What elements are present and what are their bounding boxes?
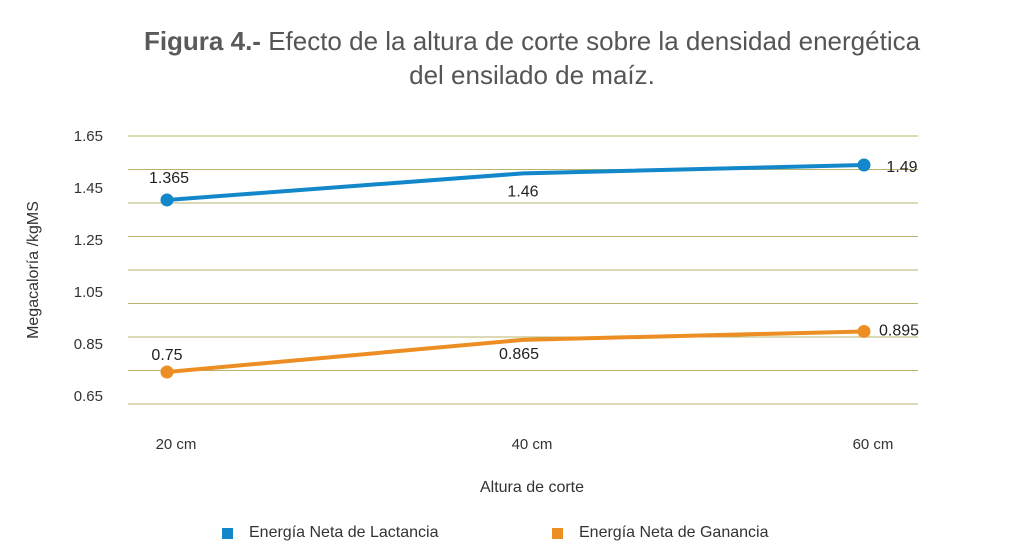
figure-number: Figura 4.- — [143, 26, 261, 56]
data-label: 0.895 — [879, 322, 919, 339]
x-axis-label: Altura de corte — [480, 479, 584, 496]
x-tick-label: 20 cm — [156, 436, 197, 453]
data-point — [160, 193, 174, 207]
title-line-1: Figura 4.- Efecto de la altura de corte … — [0, 24, 1024, 58]
y-axis-label: Megacaloría /kgMS — [25, 201, 42, 339]
x-axis-ticks: 20 cm 40 cm 60 cm — [156, 436, 894, 453]
data-label: 1.49 — [886, 159, 917, 176]
y-tick-label: 1.45 — [74, 180, 103, 197]
legend-swatch-lactancia — [222, 527, 233, 539]
series-line — [165, 329, 866, 374]
data-label: 1.46 — [507, 183, 538, 200]
chart-title: Figura 4.- Efecto de la altura de corte … — [0, 24, 1024, 92]
legend-label-ganancia: Energía Neta de Ganancia — [579, 524, 769, 541]
title-text-1: Efecto de la altura de corte sobre la de… — [268, 26, 921, 56]
x-tick-label: 60 cm — [853, 436, 894, 453]
data-point — [857, 324, 871, 338]
data-label: 0.75 — [151, 347, 182, 364]
y-tick-label: 0.85 — [74, 336, 103, 353]
legend-item-ganancia: Energía Neta de Ganancia — [552, 524, 768, 542]
legend-label-lactancia: Energía Neta de Lactancia — [249, 524, 439, 541]
y-tick-label: 1.65 — [74, 128, 103, 145]
y-axis-ticks: 1.65 1.45 1.25 1.05 0.85 0.65 — [74, 128, 103, 405]
data-point — [857, 158, 871, 172]
legend-swatch-ganancia — [552, 527, 563, 539]
y-tick-label: 1.25 — [74, 232, 103, 249]
y-tick-label: 1.05 — [74, 284, 103, 301]
x-tick-label: 40 cm — [512, 436, 553, 453]
title-text-2: del ensilado de maíz. — [409, 60, 655, 90]
legend: Energía Neta de Lactancia Energía Neta d… — [0, 524, 1024, 548]
series-group: 1.365 1.46 1.49 0.75 0.865 0.895 — [149, 158, 919, 379]
data-label: 0.865 — [499, 346, 539, 363]
y-tick-label: 0.65 — [74, 388, 103, 405]
series-line — [165, 163, 866, 202]
gridlines — [128, 135, 918, 405]
legend-item-lactancia: Energía Neta de Lactancia — [222, 524, 438, 542]
data-point — [160, 365, 174, 379]
data-label: 1.365 — [149, 170, 189, 187]
